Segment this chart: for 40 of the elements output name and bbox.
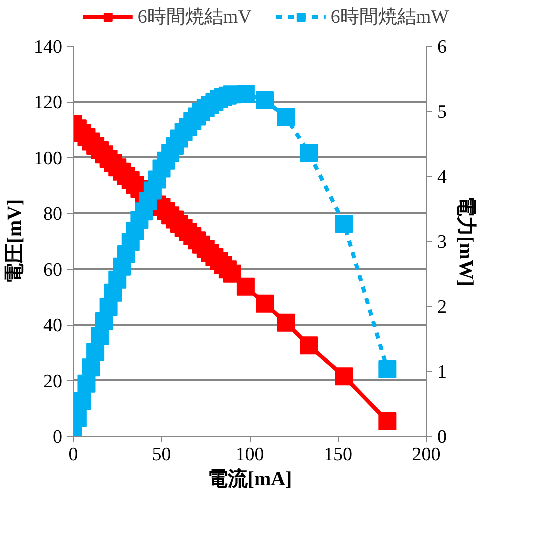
- y2-axis-title: 電力[mW]: [455, 196, 477, 286]
- point: [256, 91, 274, 110]
- x-axis-title: 電流[mA]: [208, 468, 292, 490]
- legend-label: 6時間焼結mW: [330, 6, 450, 30]
- y2-tick-label: 1: [438, 362, 447, 383]
- point: [236, 84, 255, 103]
- legend-label: 6時間焼結mV: [138, 6, 252, 30]
- x-tick-label: 150: [324, 444, 352, 466]
- point: [300, 336, 318, 355]
- point: [277, 108, 296, 126]
- y2-tick-label: 6: [438, 37, 447, 58]
- point: [335, 214, 354, 233]
- y-tick-label: 60: [44, 260, 62, 281]
- point: [378, 360, 397, 379]
- y-axis-title: 電圧[mV]: [4, 199, 26, 284]
- x-tick-label: 50: [152, 444, 172, 466]
- y2-tick-label: 4: [438, 167, 448, 188]
- y-tick-label: 140: [34, 37, 62, 58]
- y2-tick-label: 5: [438, 102, 447, 123]
- point: [223, 264, 242, 283]
- y-tick-label: 100: [34, 148, 62, 170]
- point: [86, 343, 105, 361]
- y2-tick-label: 2: [438, 297, 447, 318]
- point: [300, 144, 318, 162]
- point: [74, 392, 92, 410]
- y-tick-label: 40: [44, 316, 62, 337]
- y-tick-label: 0: [53, 427, 62, 448]
- point: [82, 358, 100, 377]
- point: [256, 294, 274, 313]
- y-tick-label: 120: [34, 92, 62, 114]
- point: [335, 368, 354, 386]
- point: [236, 278, 255, 296]
- point: [277, 314, 296, 332]
- x-tick-label: 100: [236, 444, 264, 466]
- y2-tick-label: 3: [438, 232, 447, 253]
- y-tick-label: 80: [44, 204, 62, 226]
- x-tick-label: 0: [68, 444, 78, 466]
- y-tick-label: 20: [44, 371, 62, 392]
- point: [78, 374, 96, 393]
- point: [378, 412, 397, 430]
